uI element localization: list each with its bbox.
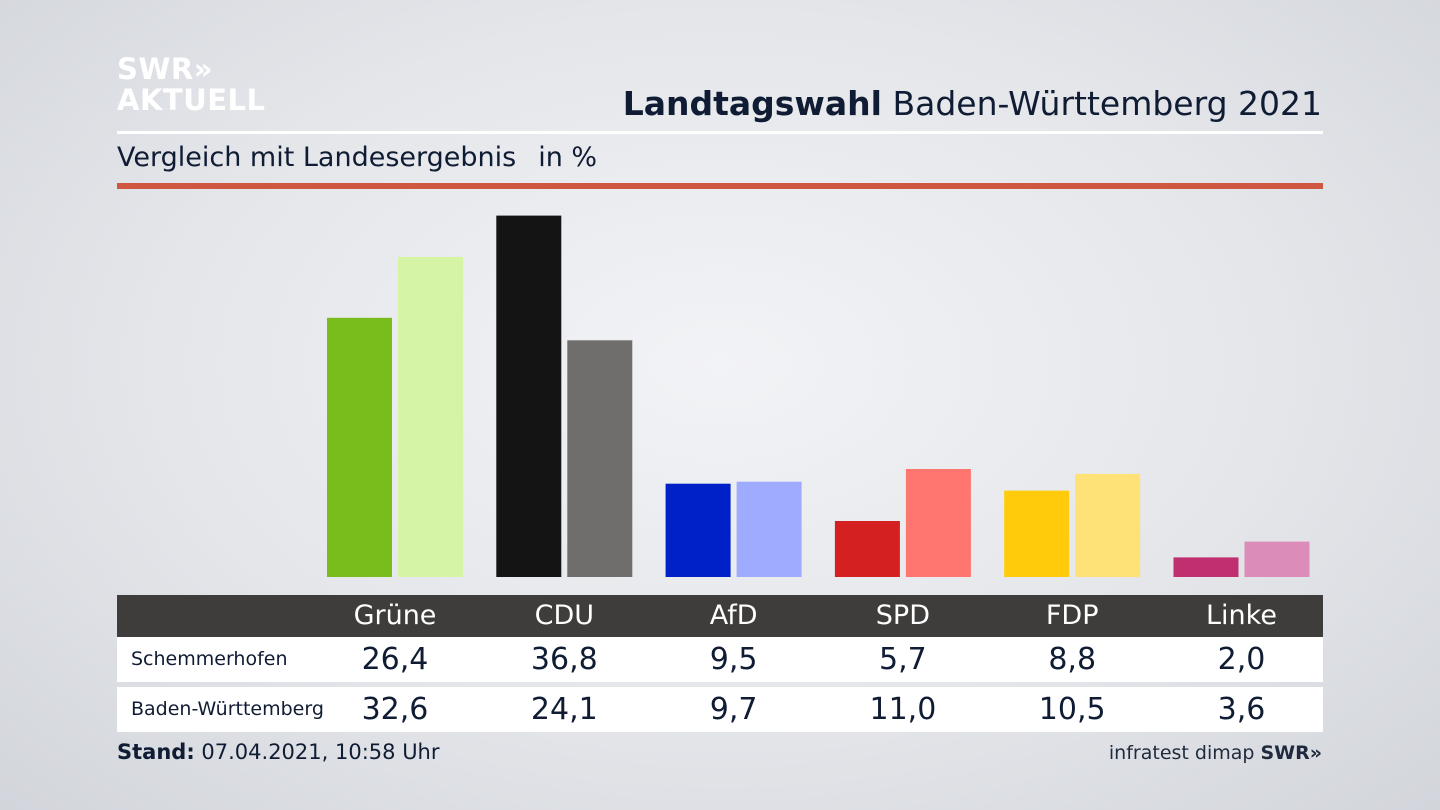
timestamp: Stand: 07.04.2021, 10:58 Uhr bbox=[117, 740, 440, 764]
bar-linke-local bbox=[1173, 557, 1239, 577]
category-label: FDP bbox=[1045, 600, 1099, 631]
value-cell: 9,5 bbox=[709, 642, 758, 677]
bar-linke-state bbox=[1244, 541, 1310, 577]
bar-cdu-state bbox=[567, 340, 633, 577]
value-cell: 32,6 bbox=[361, 692, 429, 727]
value-cell: 5,7 bbox=[879, 642, 927, 677]
title-divider bbox=[117, 131, 1323, 134]
chart-subtitle: Vergleich mit Landesergebnis in % bbox=[117, 142, 597, 173]
source-credit: infratest dimap SWR» bbox=[1109, 742, 1322, 764]
value-cell: 8,8 bbox=[1048, 642, 1097, 677]
logo-line-1: SWR» bbox=[117, 52, 213, 86]
bar-chart bbox=[327, 215, 1310, 577]
logo-line-2: AKTUELL bbox=[117, 83, 266, 117]
bar-afd-state bbox=[736, 481, 802, 577]
row-label: Schemmerhofen bbox=[131, 648, 288, 670]
value-cell: 3,6 bbox=[1217, 692, 1266, 727]
swr-footer-logo: SWR» bbox=[1260, 742, 1322, 764]
stand-value: 07.04.2021, 10:58 Uhr bbox=[201, 740, 440, 764]
category-label: SPD bbox=[875, 600, 930, 631]
category-label: CDU bbox=[534, 600, 594, 631]
row-label: Baden-Württemberg bbox=[131, 698, 324, 720]
source-text: infratest dimap bbox=[1108, 742, 1255, 764]
value-cell: 24,1 bbox=[530, 692, 598, 727]
page-title: Landtagswahl Baden-Württemberg 2021 bbox=[623, 84, 1322, 123]
bar-afd-local bbox=[665, 483, 731, 577]
category-label: Linke bbox=[1206, 600, 1277, 631]
unit-label: in % bbox=[538, 142, 598, 173]
table-row: Baden-Württemberg 32,6 24,1 9,7 11,0 10,5 3,6 bbox=[117, 687, 1323, 732]
bar-spd-local bbox=[834, 521, 900, 577]
value-cell: 11,0 bbox=[869, 692, 937, 727]
bar-cdu-local bbox=[496, 215, 562, 577]
value-cell: 10,5 bbox=[1038, 692, 1106, 727]
swr-aktuell-logo: SWR» AKTUELL bbox=[117, 54, 266, 116]
bar-fdp-local bbox=[1004, 490, 1070, 577]
category-label: Grüne bbox=[353, 600, 437, 631]
title-rest: Baden-Württemberg 2021 bbox=[892, 84, 1322, 123]
table-header-row: Grüne CDU AfD SPD FDP Linke bbox=[117, 595, 1323, 637]
category-label: AfD bbox=[709, 600, 758, 631]
value-cell: 36,8 bbox=[530, 642, 598, 677]
title-bold: Landtagswahl bbox=[622, 84, 882, 123]
value-cell: 2,0 bbox=[1217, 642, 1266, 677]
value-cell: 9,7 bbox=[709, 692, 758, 727]
bar-spd-state bbox=[905, 469, 971, 577]
bar-grne-local bbox=[327, 317, 392, 577]
subtitle-text: Vergleich mit Landesergebnis bbox=[117, 142, 517, 173]
bar-fdp-state bbox=[1075, 473, 1141, 577]
value-cell: 26,4 bbox=[361, 642, 429, 677]
accent-divider bbox=[117, 183, 1323, 189]
results-table: Grüne CDU AfD SPD FDP Linke Schemmerhofen 26,… bbox=[117, 595, 1323, 732]
bar-grne-state bbox=[398, 256, 463, 577]
stand-label: Stand: bbox=[117, 740, 195, 764]
table-row: Schemmerhofen 26,4 36,8 9,5 5,7 8,8 2,0 bbox=[117, 637, 1323, 682]
